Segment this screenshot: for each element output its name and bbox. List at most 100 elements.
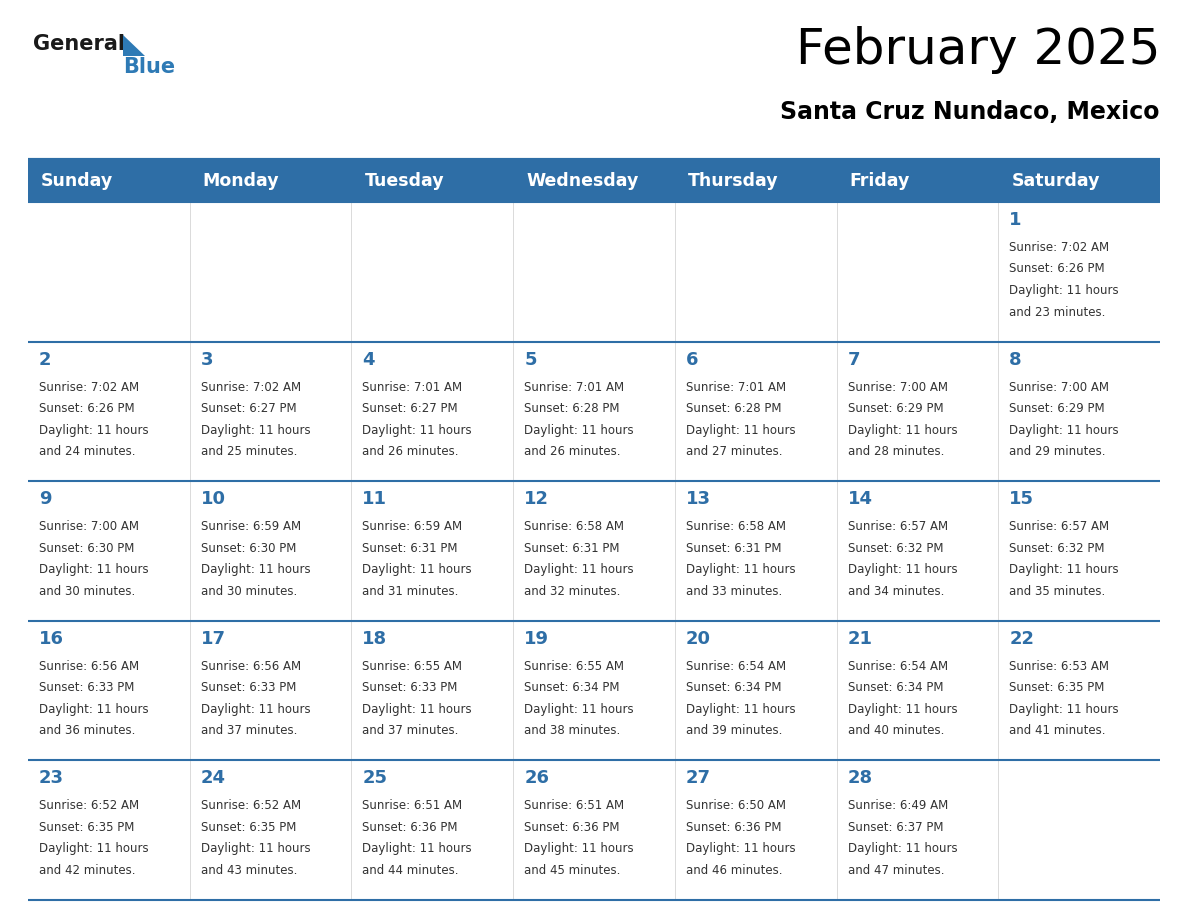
Bar [190, 202, 352, 341]
Bar [513, 481, 675, 621]
Text: and 34 minutes.: and 34 minutes. [847, 585, 944, 598]
Text: Sunrise: 6:51 AM: Sunrise: 6:51 AM [524, 800, 624, 812]
Text: Daylight: 11 hours: Daylight: 11 hours [524, 423, 633, 437]
Text: Daylight: 11 hours: Daylight: 11 hours [201, 703, 310, 716]
Text: Sunset: 6:33 PM: Sunset: 6:33 PM [201, 681, 296, 694]
Text: 25: 25 [362, 769, 387, 788]
Text: Sunset: 6:29 PM: Sunset: 6:29 PM [1010, 402, 1105, 415]
Text: 2: 2 [39, 351, 51, 369]
Text: Sunset: 6:37 PM: Sunset: 6:37 PM [847, 821, 943, 834]
Bar [675, 621, 836, 760]
Text: Sunset: 6:30 PM: Sunset: 6:30 PM [39, 542, 134, 554]
Text: 19: 19 [524, 630, 549, 648]
Text: and 37 minutes.: and 37 minutes. [362, 724, 459, 737]
Text: and 39 minutes.: and 39 minutes. [685, 724, 782, 737]
Text: Sunset: 6:34 PM: Sunset: 6:34 PM [847, 681, 943, 694]
Bar [29, 760, 190, 900]
Text: 4: 4 [362, 351, 375, 369]
Text: Daylight: 11 hours: Daylight: 11 hours [362, 843, 472, 856]
Text: Daylight: 11 hours: Daylight: 11 hours [1010, 564, 1119, 577]
Text: and 26 minutes.: and 26 minutes. [524, 445, 620, 458]
Text: and 28 minutes.: and 28 minutes. [847, 445, 944, 458]
Text: and 45 minutes.: and 45 minutes. [524, 864, 620, 877]
Text: 13: 13 [685, 490, 710, 509]
Text: Daylight: 11 hours: Daylight: 11 hours [524, 564, 633, 577]
Text: Sunrise: 7:02 AM: Sunrise: 7:02 AM [1010, 241, 1110, 254]
Text: and 35 minutes.: and 35 minutes. [1010, 585, 1106, 598]
Text: Sunset: 6:35 PM: Sunset: 6:35 PM [39, 821, 134, 834]
Text: and 47 minutes.: and 47 minutes. [847, 864, 944, 877]
Text: Sunset: 6:30 PM: Sunset: 6:30 PM [201, 542, 296, 554]
Text: and 32 minutes.: and 32 minutes. [524, 585, 620, 598]
Text: Daylight: 11 hours: Daylight: 11 hours [1010, 703, 1119, 716]
Text: Sunrise: 6:57 AM: Sunrise: 6:57 AM [847, 521, 948, 533]
Text: Daylight: 11 hours: Daylight: 11 hours [39, 843, 148, 856]
Text: Daylight: 11 hours: Daylight: 11 hours [201, 843, 310, 856]
Text: Daylight: 11 hours: Daylight: 11 hours [524, 843, 633, 856]
Text: Sunrise: 6:58 AM: Sunrise: 6:58 AM [685, 521, 785, 533]
Bar [998, 760, 1159, 900]
Bar [190, 341, 352, 481]
Bar [998, 341, 1159, 481]
Text: Daylight: 11 hours: Daylight: 11 hours [362, 564, 472, 577]
Text: Sunrise: 6:56 AM: Sunrise: 6:56 AM [201, 660, 301, 673]
Text: Santa Cruz Nundaco, Mexico: Santa Cruz Nundaco, Mexico [781, 100, 1159, 124]
Bar [352, 160, 513, 202]
Text: 14: 14 [847, 490, 872, 509]
Text: Blue: Blue [124, 57, 175, 77]
Text: Sunrise: 6:51 AM: Sunrise: 6:51 AM [362, 800, 462, 812]
Text: Daylight: 11 hours: Daylight: 11 hours [685, 843, 796, 856]
Text: and 29 minutes.: and 29 minutes. [1010, 445, 1106, 458]
Text: Sunset: 6:36 PM: Sunset: 6:36 PM [685, 821, 782, 834]
Text: Wednesday: Wednesday [526, 172, 638, 190]
Text: Sunrise: 7:00 AM: Sunrise: 7:00 AM [1010, 381, 1110, 394]
Text: 24: 24 [201, 769, 226, 788]
Text: and 26 minutes.: and 26 minutes. [362, 445, 459, 458]
Text: 1: 1 [1010, 211, 1022, 229]
Text: Daylight: 11 hours: Daylight: 11 hours [1010, 423, 1119, 437]
Bar [998, 202, 1159, 341]
Bar [513, 341, 675, 481]
Text: and 46 minutes.: and 46 minutes. [685, 864, 783, 877]
Text: Sunset: 6:31 PM: Sunset: 6:31 PM [362, 542, 457, 554]
Text: 9: 9 [39, 490, 51, 509]
Text: Sunset: 6:28 PM: Sunset: 6:28 PM [685, 402, 782, 415]
Text: and 30 minutes.: and 30 minutes. [201, 585, 297, 598]
Text: Sunrise: 6:52 AM: Sunrise: 6:52 AM [201, 800, 301, 812]
Text: Sunset: 6:34 PM: Sunset: 6:34 PM [685, 681, 782, 694]
Text: and 42 minutes.: and 42 minutes. [39, 864, 135, 877]
Text: Sunrise: 6:56 AM: Sunrise: 6:56 AM [39, 660, 139, 673]
Bar [998, 160, 1159, 202]
Text: Sunrise: 6:57 AM: Sunrise: 6:57 AM [1010, 521, 1110, 533]
Text: Sunrise: 7:00 AM: Sunrise: 7:00 AM [847, 381, 948, 394]
Text: Sunrise: 6:59 AM: Sunrise: 6:59 AM [362, 521, 462, 533]
Bar [190, 621, 352, 760]
Text: and 38 minutes.: and 38 minutes. [524, 724, 620, 737]
Bar [352, 341, 513, 481]
Bar [190, 160, 352, 202]
Bar [352, 202, 513, 341]
Text: Sunset: 6:31 PM: Sunset: 6:31 PM [524, 542, 620, 554]
Text: Sunset: 6:34 PM: Sunset: 6:34 PM [524, 681, 620, 694]
Text: Sunrise: 6:52 AM: Sunrise: 6:52 AM [39, 800, 139, 812]
Text: Thursday: Thursday [688, 172, 778, 190]
Text: Daylight: 11 hours: Daylight: 11 hours [847, 564, 958, 577]
Text: Sunset: 6:28 PM: Sunset: 6:28 PM [524, 402, 620, 415]
Text: Sunset: 6:35 PM: Sunset: 6:35 PM [201, 821, 296, 834]
Text: 12: 12 [524, 490, 549, 509]
Text: Sunset: 6:32 PM: Sunset: 6:32 PM [847, 542, 943, 554]
Text: 3: 3 [201, 351, 213, 369]
Text: Daylight: 11 hours: Daylight: 11 hours [362, 423, 472, 437]
Text: Sunset: 6:26 PM: Sunset: 6:26 PM [39, 402, 134, 415]
Text: 27: 27 [685, 769, 710, 788]
Text: and 30 minutes.: and 30 minutes. [39, 585, 135, 598]
Bar [998, 481, 1159, 621]
Bar [675, 760, 836, 900]
Text: Sunrise: 6:49 AM: Sunrise: 6:49 AM [847, 800, 948, 812]
Text: Daylight: 11 hours: Daylight: 11 hours [201, 564, 310, 577]
Text: 22: 22 [1010, 630, 1035, 648]
Text: Sunrise: 7:02 AM: Sunrise: 7:02 AM [201, 381, 301, 394]
Text: and 24 minutes.: and 24 minutes. [39, 445, 135, 458]
Text: Sunset: 6:32 PM: Sunset: 6:32 PM [1010, 542, 1105, 554]
Text: Daylight: 11 hours: Daylight: 11 hours [685, 703, 796, 716]
